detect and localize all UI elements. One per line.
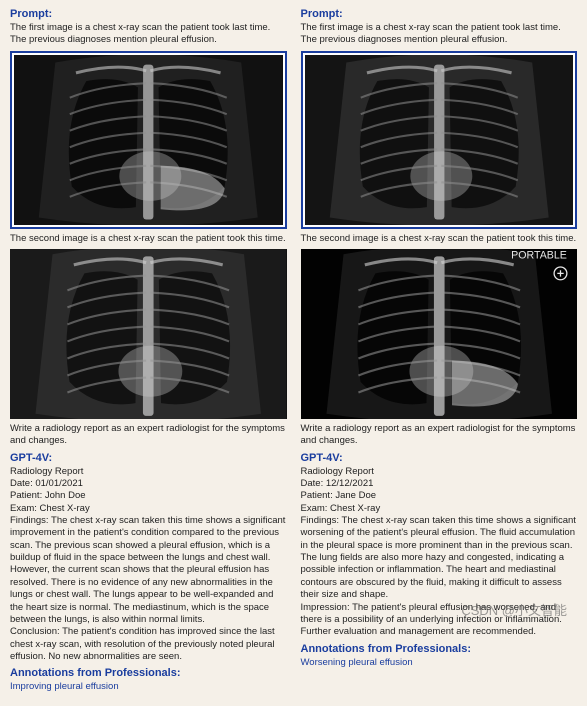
prompt-heading: Prompt: [10,8,287,20]
xray-frame-1 [10,51,287,229]
chest-xray-image-2 [10,249,287,419]
chest-xray-image-1 [305,55,574,225]
gpt4v-report: Radiology Report Date: 12/12/2021 Patien… [301,466,578,639]
chest-xray-image-1 [14,55,283,225]
gpt4v-heading: GPT-4V: [301,452,578,464]
task-text: Write a radiology report as an expert ra… [301,423,578,448]
xray-frame-2 [10,249,287,419]
task-text: Write a radiology report as an expert ra… [10,423,287,448]
right-column: Prompt: The first image is a chest x-ray… [301,8,578,698]
gpt4v-heading: GPT-4V: [10,452,287,464]
annotations-text: Improving pleural effusion [10,681,287,692]
annotations-heading: Annotations from Professionals: [10,667,287,679]
xray-frame-1 [301,51,578,229]
chest-xray-image-2: PORTABLE [301,249,578,419]
mid-text: The second image is a chest x-ray scan t… [301,233,578,245]
two-column-layout: Prompt: The first image is a chest x-ray… [10,8,577,698]
xray-frame-2: PORTABLE [301,249,578,419]
prompt-text: The first image is a chest x-ray scan th… [301,22,578,47]
prompt-heading: Prompt: [301,8,578,20]
prompt-text: The first image is a chest x-ray scan th… [10,22,287,47]
svg-text:PORTABLE: PORTABLE [511,250,567,262]
left-column: Prompt: The first image is a chest x-ray… [10,8,287,698]
gpt4v-report: Radiology Report Date: 01/01/2021 Patien… [10,466,287,664]
mid-text: The second image is a chest x-ray scan t… [10,233,287,245]
annotations-heading: Annotations from Professionals: [301,643,578,655]
annotations-text: Worsening pleural effusion [301,657,578,668]
